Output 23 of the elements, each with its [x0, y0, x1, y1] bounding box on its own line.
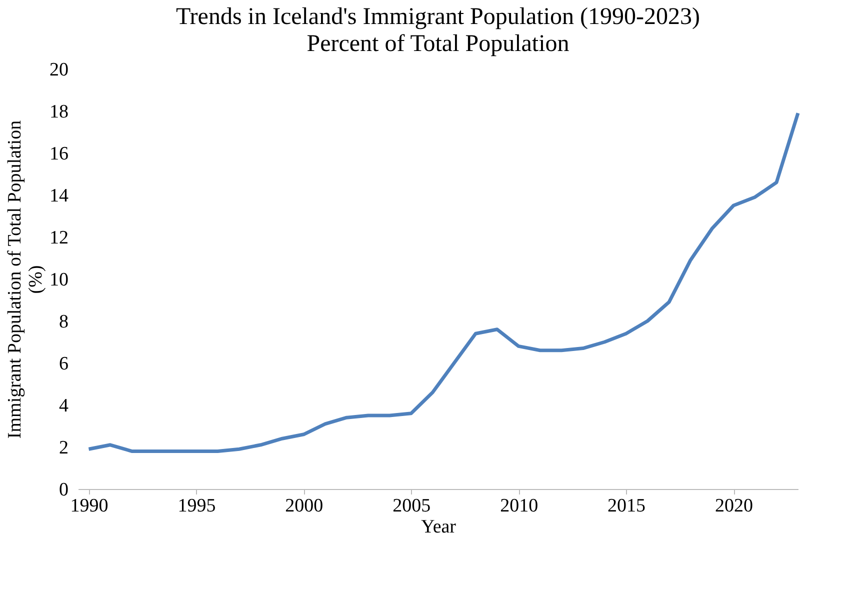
y-tick-label: 14: [50, 186, 69, 206]
y-tick-label: 18: [50, 102, 68, 122]
x-tick-label: 2010: [500, 496, 538, 516]
y-axis-title: Immigrant Population of Total Population (%): [4, 120, 46, 439]
y-tick-label: 0: [59, 480, 68, 500]
y-tick-label: 8: [59, 312, 68, 332]
x-tick-label: 2015: [608, 496, 646, 516]
y-tick-label: 6: [59, 354, 68, 374]
x-tick-label: 1990: [70, 496, 108, 516]
x-tick-label: 2005: [392, 496, 431, 516]
x-tick-label: 2000: [285, 496, 324, 516]
x-tick-label: 1995: [178, 496, 216, 516]
chart-subtitle: Percent of Total Population: [306, 31, 570, 57]
y-tick-label: 10: [50, 270, 68, 290]
y-tick-label: 20: [50, 60, 68, 80]
y-tick-label: 4: [59, 396, 69, 416]
chart-title: Trends in Iceland's Immigrant Population (1990-2023): [176, 4, 700, 30]
x-tick-label: 2020: [715, 496, 754, 516]
y-tick-label: 2: [59, 438, 68, 458]
y-tick-label: 16: [50, 144, 68, 164]
line-series: [86, 111, 800, 453]
y-tick-label: 12: [50, 228, 68, 248]
x-axis-title: Year: [420, 516, 457, 538]
